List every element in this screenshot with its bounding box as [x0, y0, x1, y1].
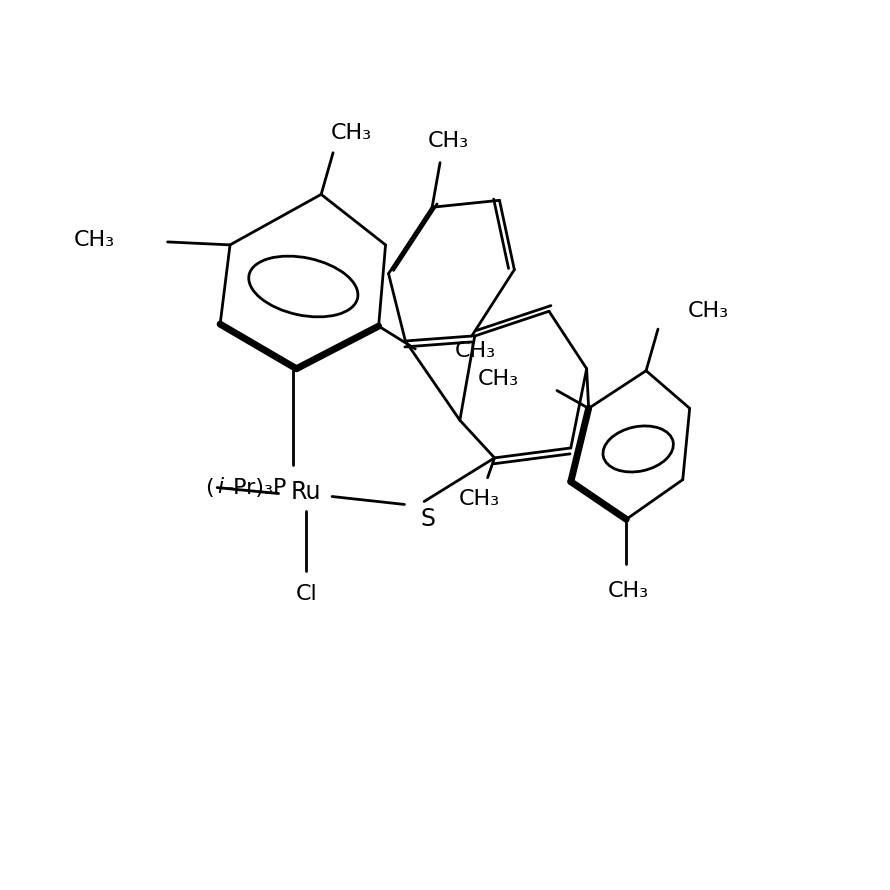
Text: S: S — [421, 507, 436, 531]
Text: CH₃: CH₃ — [330, 123, 371, 143]
Text: CH₃: CH₃ — [455, 341, 496, 360]
Text: CH₃: CH₃ — [688, 301, 729, 321]
Text: i: i — [217, 477, 223, 497]
Text: Ru: Ru — [291, 480, 321, 504]
Text: (: ( — [206, 478, 214, 498]
Text: CH₃: CH₃ — [459, 490, 500, 509]
Text: CH₃: CH₃ — [74, 230, 115, 250]
Text: CH₃: CH₃ — [427, 131, 468, 151]
Text: CH₃: CH₃ — [608, 580, 649, 601]
Text: Cl: Cl — [295, 584, 317, 603]
Text: -Pr)₃P: -Pr)₃P — [226, 478, 287, 498]
Text: CH₃: CH₃ — [478, 368, 519, 389]
